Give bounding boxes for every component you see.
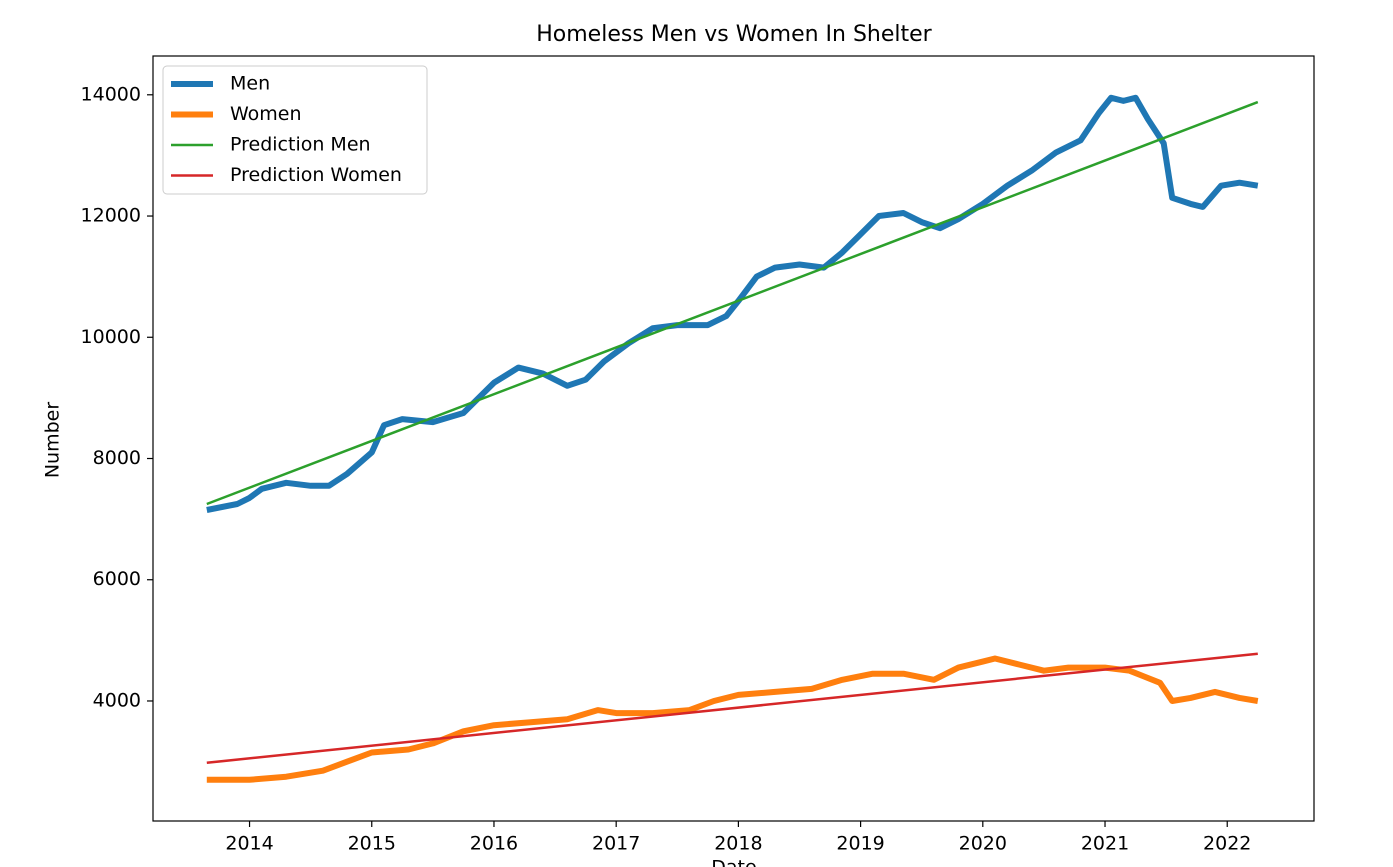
y-tick-label: 14000 (81, 83, 141, 105)
legend-label: Prediction Men (230, 134, 371, 156)
x-tick-label: 2014 (225, 833, 273, 855)
chart-title: Homeless Men vs Women In Shelter (536, 22, 932, 47)
y-tick-label: 4000 (93, 689, 141, 711)
y-tick-label: 8000 (93, 447, 141, 469)
series-line (206, 94, 1259, 513)
x-axis-label: Date (711, 857, 756, 867)
y-tick-label: 12000 (81, 205, 141, 227)
x-tick-label: 2019 (836, 833, 884, 855)
legend-box (162, 65, 428, 195)
x-tick-label: 2017 (592, 833, 640, 855)
series-line (206, 655, 1259, 783)
y-tick-label: 10000 (81, 326, 141, 348)
x-tick-label: 2015 (348, 833, 396, 855)
series-line (206, 100, 1259, 506)
legend-label: Men (230, 73, 270, 95)
y-tick-label: 6000 (93, 568, 141, 590)
plot-frame (152, 55, 1315, 822)
legend-label: Women (230, 103, 302, 125)
x-tick-label: 2022 (1203, 833, 1251, 855)
series-line (206, 652, 1258, 765)
x-tick-label: 2020 (959, 833, 1007, 855)
x-tick-label: 2018 (714, 833, 762, 855)
x-tick-label: 2021 (1081, 833, 1129, 855)
y-axis-label: Number (42, 402, 64, 479)
legend-label: Prediction Women (230, 164, 402, 186)
x-tick-label: 2016 (470, 833, 518, 855)
